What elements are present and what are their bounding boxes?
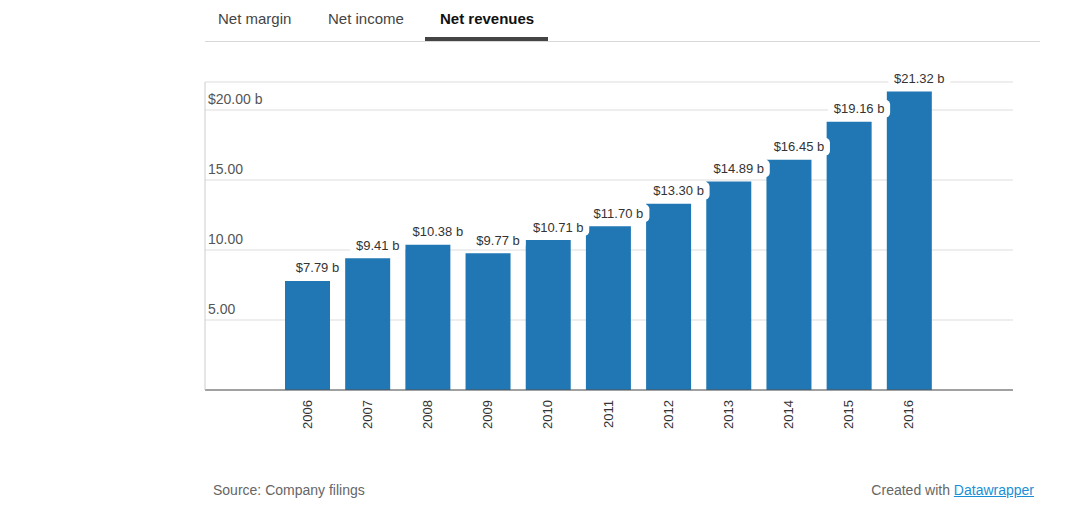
- svg-text:$10.71 b: $10.71 b: [533, 220, 584, 235]
- svg-text:$16.45 b: $16.45 b: [774, 139, 825, 154]
- html-text:Source: Company filings: Source: Company filings: [213, 482, 365, 498]
- svg-text:15.00: 15.00: [208, 161, 243, 177]
- svg-text:$19.16 b: $19.16 b: [834, 101, 885, 116]
- svg-text:2007: 2007: [360, 400, 375, 429]
- svg-text:2008: 2008: [420, 400, 435, 429]
- svg-text:$13.30 b: $13.30 b: [653, 183, 704, 198]
- svg-text:$9.41 b: $9.41 b: [356, 238, 399, 253]
- svg-text:10.00: 10.00: [208, 231, 243, 247]
- html-text:Net income: Net income: [328, 10, 404, 27]
- svg-text:2013: 2013: [721, 400, 736, 429]
- svg-text:$10.38 b: $10.38 b: [413, 224, 464, 239]
- svg-text:2016: 2016: [901, 400, 916, 429]
- svg-text:2009: 2009: [480, 400, 495, 429]
- svg-text:$9.77 b: $9.77 b: [476, 233, 519, 248]
- svg-text:$11.70 b: $11.70 b: [594, 206, 644, 221]
- svg-text:5.00: 5.00: [208, 301, 235, 317]
- svg-text:2006: 2006: [300, 400, 315, 429]
- svg-text:2010: 2010: [540, 400, 555, 429]
- svg-text:2011: 2011: [601, 400, 616, 428]
- svg-text:2012: 2012: [661, 400, 676, 429]
- svg-text:$20.00 b: $20.00 b: [208, 91, 263, 107]
- svg-text:$14.89 b: $14.89 b: [713, 161, 764, 176]
- html-text:Net revenues: Net revenues: [440, 10, 535, 27]
- svg-text:2014: 2014: [781, 400, 796, 429]
- svg-text:$21.32 b: $21.32 b: [894, 71, 945, 86]
- html-text:Created with Datawrapper: Created with Datawrapper: [871, 482, 1034, 498]
- svg-text:$7.79 b: $7.79 b: [296, 260, 339, 275]
- svg-text:2015: 2015: [841, 400, 856, 429]
- html-text:Net margin: Net margin: [218, 10, 292, 27]
